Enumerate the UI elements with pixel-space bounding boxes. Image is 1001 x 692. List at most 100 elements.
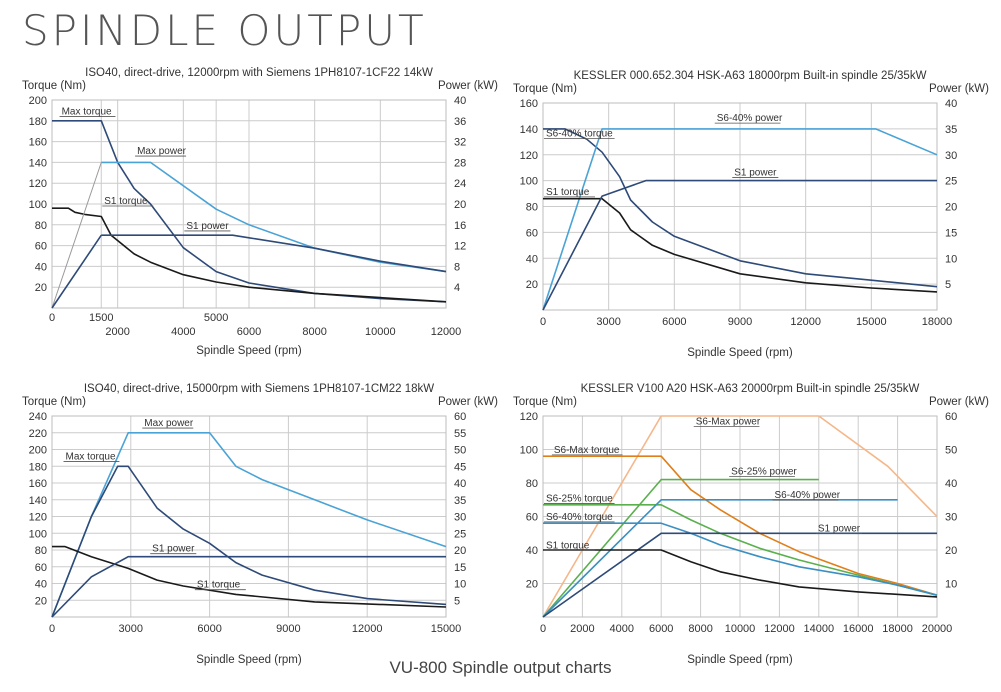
y-tick-label: 60 — [526, 512, 538, 524]
x-axis-title: Spindle Speed (rpm) — [196, 345, 302, 357]
chart-title: ISO40, direct-drive, 15000rpm with Sieme… — [84, 383, 434, 395]
x-tick-label: 2000 — [105, 326, 129, 338]
x-tick-label: 4000 — [610, 623, 634, 635]
x-tick-label: 8000 — [302, 326, 326, 338]
x-tick-label: 12000 — [764, 623, 795, 635]
plot-frame — [51, 99, 447, 309]
series-label: S6-Max torque — [554, 445, 620, 456]
y2-tick-label: 40 — [454, 478, 466, 490]
y2-tick-label: 24 — [454, 178, 466, 190]
y2-tick-label: 12 — [454, 241, 466, 253]
x-axis-title: Spindle Speed (rpm) — [196, 654, 302, 666]
y2-tick-label: 55 — [454, 428, 466, 440]
series-construction-line — [51, 162, 102, 309]
series-label: S6-25% power — [731, 467, 797, 478]
x-axis-title: Spindle Speed (rpm) — [687, 654, 793, 666]
x-tick-label: 15000 — [856, 316, 887, 328]
y-tick-label: 140 — [29, 157, 47, 169]
y2-tick-label: 60 — [945, 411, 957, 423]
x-tick-label: 3000 — [119, 623, 143, 635]
series-label: S1 power — [152, 544, 195, 555]
y2-tick-label: 10 — [454, 579, 466, 591]
y2-tick-label: 15 — [454, 562, 466, 574]
x-tick-label: 12000 — [790, 316, 821, 328]
chart-1: ISO40, direct-drive, 12000rpm with Sieme… — [22, 67, 498, 357]
series-label: S6-25% torque — [546, 493, 613, 504]
y-axis-title: Torque (Nm) — [513, 396, 577, 408]
series-max-torque — [51, 465, 447, 618]
page-title: SPINDLE OUTPUT — [22, 6, 427, 55]
y-tick-label: 40 — [35, 579, 47, 591]
x-tick-label: 6000 — [237, 326, 261, 338]
x-tick-label: 3000 — [596, 316, 620, 328]
y2-tick-label: 15 — [945, 227, 957, 239]
y2-tick-label: 40 — [454, 95, 466, 107]
y2-tick-label: 25 — [454, 528, 466, 540]
y2-tick-label: 40 — [945, 98, 957, 110]
series-label: S6-40% torque — [546, 129, 613, 140]
y2-tick-label: 35 — [945, 124, 957, 136]
x-tick-label: 0 — [49, 312, 55, 324]
x-tick-label: 10000 — [725, 623, 756, 635]
x-tick-label: 0 — [49, 623, 55, 635]
y-tick-label: 140 — [520, 124, 538, 136]
series-label: S6-40% torque — [546, 512, 613, 523]
y-axis-title: Torque (Nm) — [22, 396, 86, 408]
y-tick-label: 60 — [35, 241, 47, 253]
series-label: S6-40% power — [717, 113, 783, 124]
chart-3: ISO40, direct-drive, 15000rpm with Sieme… — [22, 383, 498, 666]
y-tick-label: 100 — [29, 528, 47, 540]
y-tick-label: 240 — [29, 411, 47, 423]
y2-axis-title: Power (kW) — [929, 83, 989, 95]
x-tick-label: 4000 — [171, 326, 195, 338]
series-construction-line — [51, 234, 102, 309]
y2-tick-label: 10 — [945, 579, 957, 591]
y-axis-title: Torque (Nm) — [513, 83, 577, 95]
y2-tick-label: 60 — [454, 411, 466, 423]
y-tick-label: 100 — [29, 199, 47, 211]
x-tick-label: 6000 — [649, 623, 673, 635]
x-tick-label: 6000 — [197, 623, 221, 635]
y2-tick-label: 8 — [454, 261, 460, 273]
y2-tick-label: 50 — [945, 445, 957, 457]
y-tick-label: 200 — [29, 95, 47, 107]
y-tick-label: 160 — [29, 137, 47, 149]
y-tick-label: 80 — [526, 202, 538, 214]
x-tick-label: 10000 — [365, 326, 396, 338]
y-tick-label: 160 — [520, 98, 538, 110]
y2-tick-label: 10 — [945, 253, 957, 265]
y-tick-label: 40 — [526, 545, 538, 557]
x-tick-label: 14000 — [804, 623, 835, 635]
chart-4: KESSLER V100 A20 HSK-A63 20000rpm Built-… — [513, 383, 989, 666]
y-tick-label: 160 — [29, 478, 47, 490]
y-tick-label: 100 — [520, 176, 538, 188]
series-s6-40-torque — [543, 522, 938, 596]
y-tick-label: 80 — [35, 545, 47, 557]
x-tick-label: 16000 — [843, 623, 874, 635]
series-label: Max torque — [62, 107, 112, 118]
series-label: S6-Max power — [696, 416, 761, 427]
y-tick-label: 60 — [526, 227, 538, 239]
y2-tick-label: 20 — [945, 202, 957, 214]
series-s6-40-power — [542, 128, 938, 311]
series-label: S1 torque — [104, 196, 148, 207]
y2-tick-label: 35 — [454, 495, 466, 507]
y2-tick-label: 5 — [454, 595, 460, 607]
x-tick-label: 2000 — [570, 623, 594, 635]
y2-tick-label: 30 — [945, 150, 957, 162]
x-tick-label: 15000 — [431, 623, 462, 635]
x-tick-label: 6000 — [662, 316, 686, 328]
x-tick-label: 9000 — [276, 623, 300, 635]
y-tick-label: 120 — [520, 150, 538, 162]
series-label: S1 torque — [546, 187, 590, 198]
y-axis-title: Torque (Nm) — [22, 80, 86, 92]
y2-tick-label: 50 — [454, 445, 466, 457]
series-s1-torque — [52, 207, 447, 303]
x-tick-label: 20000 — [922, 623, 953, 635]
y2-tick-label: 20 — [454, 545, 466, 557]
series-s1-torque — [543, 549, 938, 598]
y-tick-label: 20 — [35, 282, 47, 294]
plot-frame — [51, 415, 447, 618]
series-s1-power — [51, 555, 446, 618]
y-tick-label: 20 — [526, 279, 538, 291]
